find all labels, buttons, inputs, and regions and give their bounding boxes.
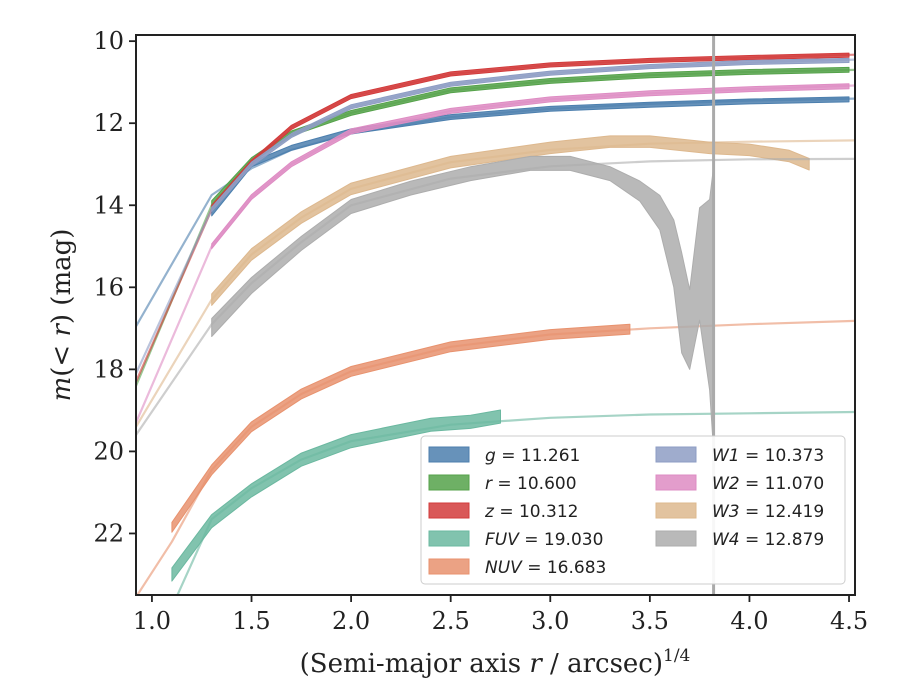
legend-label: W2 = 11.070 — [712, 474, 824, 494]
legend: g = 11.261 r = 10.600 z = 10.312 FUV = 19.0… — [420, 435, 846, 585]
legend-swatch — [428, 474, 470, 491]
x-tick-label: 3.0 — [531, 607, 569, 635]
fit-line-w2 — [136, 84, 855, 424]
x-tick-label: 1.5 — [232, 607, 270, 635]
profile-band-w1 — [211, 57, 850, 212]
legend-label: NUV = 16.683 — [485, 558, 606, 578]
legend-swatch — [655, 446, 697, 463]
series-w1 — [136, 57, 855, 374]
x-axis-label: (Semi-major axis r / arcsec)1/4 — [300, 646, 691, 679]
series-w4 — [136, 155, 855, 452]
legend-label: W1 = 10.373 — [712, 446, 824, 466]
x-axis-ticks: 1.0 1.5 2.0 2.5 3.0 3.5 4.0 4.5 — [133, 595, 868, 635]
legend-entry-w4: W4 = 12.879 — [655, 530, 824, 550]
legend-label: r = 10.600 — [485, 474, 577, 494]
y-tick-label: 10 — [93, 27, 124, 55]
y-tick-label: 12 — [93, 109, 124, 137]
x-tick-label: 2.5 — [432, 607, 470, 635]
x-tick-label: 3.5 — [631, 607, 669, 635]
series-layer — [136, 52, 855, 595]
y-tick-label: 22 — [93, 519, 124, 547]
legend-entry-g: g = 11.261 — [428, 446, 580, 466]
x-tick-label: 1.0 — [133, 607, 171, 635]
y-axis-label: m(< r) (mag) — [47, 229, 77, 402]
profile-band-w3 — [211, 135, 810, 306]
legend-label: z = 10.312 — [484, 502, 578, 522]
legend-box — [420, 435, 846, 585]
profile-band-nuv — [171, 323, 631, 533]
legend-entry-r: r = 10.600 — [428, 474, 577, 494]
legend-label: W3 = 12.419 — [712, 502, 824, 522]
y-axis-ticks: 10 12 14 16 18 20 22 — [93, 27, 136, 547]
x-tick-label: 4.0 — [730, 607, 768, 635]
y-tick-label: 18 — [93, 355, 124, 383]
x-tick-label: 2.0 — [332, 607, 370, 635]
legend-swatch — [428, 502, 470, 519]
legend-swatch — [655, 502, 697, 519]
profile-band-w2 — [211, 83, 850, 250]
fit-line-w3 — [136, 139, 855, 428]
plot-frame — [135, 34, 856, 596]
legend-swatch — [428, 530, 470, 547]
legend-entry-nuv: NUV = 16.683 — [428, 558, 606, 578]
profile-band-z — [211, 52, 850, 210]
legend-entry-w3: W3 = 12.419 — [655, 502, 824, 522]
x-tick-label: 4.5 — [830, 607, 868, 635]
y-tick-label: 14 — [93, 191, 124, 219]
legend-entry-fuv: FUV = 19.030 — [428, 530, 603, 550]
legend-entry-w2: W2 = 11.070 — [655, 474, 824, 494]
profile-band-fuv — [171, 409, 501, 582]
legend-entry-z: z = 10.312 — [428, 502, 578, 522]
legend-label: g = 11.261 — [485, 446, 580, 466]
legend-label: W4 = 12.879 — [712, 530, 824, 550]
series-fuv — [171, 409, 855, 595]
y-tick-label: 16 — [93, 273, 124, 301]
legend-swatch — [655, 530, 697, 547]
series-w2 — [136, 83, 855, 424]
legend-entry-w1: W1 = 10.373 — [655, 446, 824, 466]
y-tick-label: 20 — [93, 437, 124, 465]
series-w3 — [136, 135, 855, 428]
legend-swatch — [428, 558, 470, 575]
legend-label: FUV = 19.030 — [485, 530, 603, 550]
legend-swatch — [428, 446, 470, 463]
legend-swatch — [655, 474, 697, 491]
